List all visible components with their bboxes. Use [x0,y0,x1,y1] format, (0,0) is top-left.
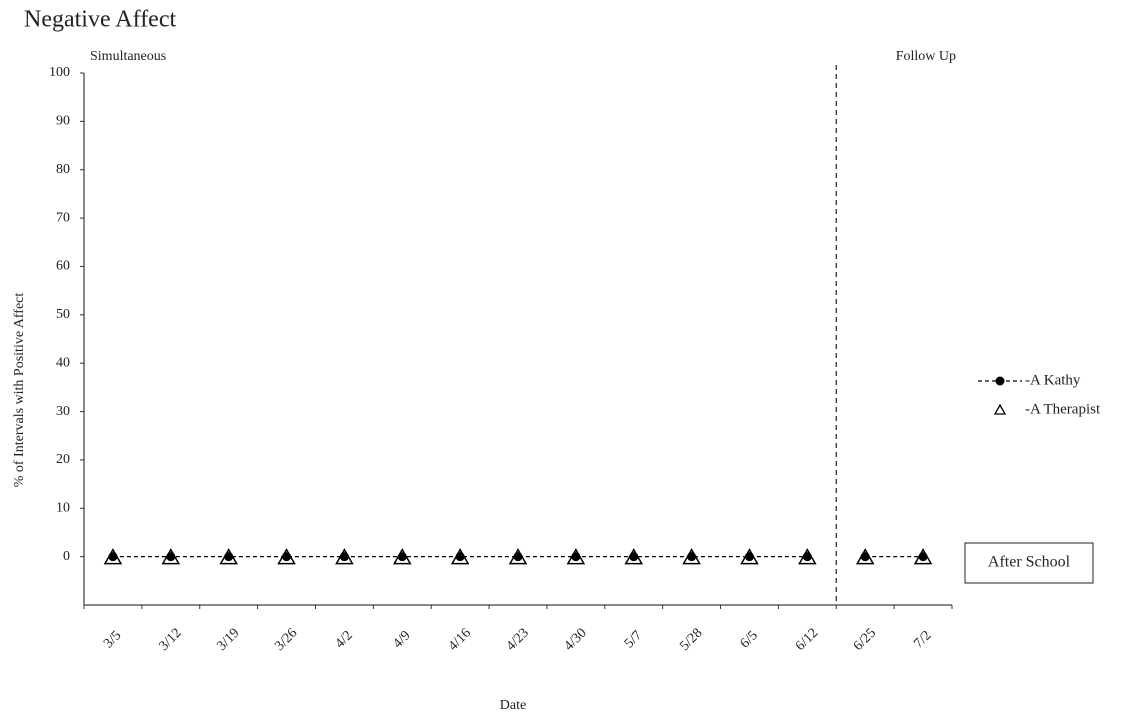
circle-marker [571,552,581,562]
x-tick-label: 3/12 [156,626,184,654]
y-tick-label: 70 [56,210,70,225]
y-tick-label: 80 [56,162,70,177]
circle-marker [282,552,292,562]
y-tick-label: 40 [56,355,70,370]
circle-marker [513,552,523,562]
x-tick-label: 5/7 [622,628,645,651]
circle-marker [339,552,349,562]
condition-box [964,542,1094,584]
circle-marker [455,552,465,562]
legend-marker [993,403,1007,415]
x-tick-label: 4/2 [333,628,356,651]
chart-title: Negative Affect [24,7,176,33]
circle-marker [166,552,176,562]
y-tick-label: 60 [56,259,70,274]
y-tick-label: 10 [56,500,70,515]
x-tick-label: 4/9 [390,628,413,651]
x-tick-label: 4/16 [446,626,474,654]
x-tick-label: 4/30 [562,626,590,654]
circle-marker [744,552,754,562]
x-tick-label: 3/19 [214,626,242,654]
x-tick-label: 6/12 [793,626,821,654]
y-tick-label: 90 [56,114,70,129]
x-axis-label: Date [500,698,526,713]
circle-marker [687,552,697,562]
circle-marker [629,552,639,562]
x-tick-label: 4/23 [504,626,532,654]
circle-marker [918,552,928,562]
legend-marker [995,376,1005,386]
legend-label: -A Therapist [1025,401,1101,417]
circle-marker [224,552,234,562]
x-tick-label: 3/5 [101,628,124,651]
y-tick-label: 50 [56,307,70,322]
y-tick-label: 0 [63,549,70,564]
x-tick-label: 6/5 [738,628,761,651]
y-axis-label: % of Intervals with Positive Affect [12,293,27,488]
phase-label: Simultaneous [90,49,166,64]
y-tick-label: 100 [49,65,70,80]
x-tick-label: 5/28 [677,626,705,654]
x-tick-label: 6/25 [851,626,879,654]
circle-marker [860,552,870,562]
circle-marker [108,552,118,562]
y-tick-label: 30 [56,404,70,419]
y-tick-label: 20 [56,452,70,467]
phase-label: Follow Up [896,49,956,64]
x-tick-label: 7/2 [911,628,934,651]
legend-label: -A Kathy [1025,372,1081,388]
circle-marker [397,552,407,562]
circle-marker [802,552,812,562]
condition-label: After School [988,554,1071,571]
x-tick-label: 3/26 [272,626,300,654]
